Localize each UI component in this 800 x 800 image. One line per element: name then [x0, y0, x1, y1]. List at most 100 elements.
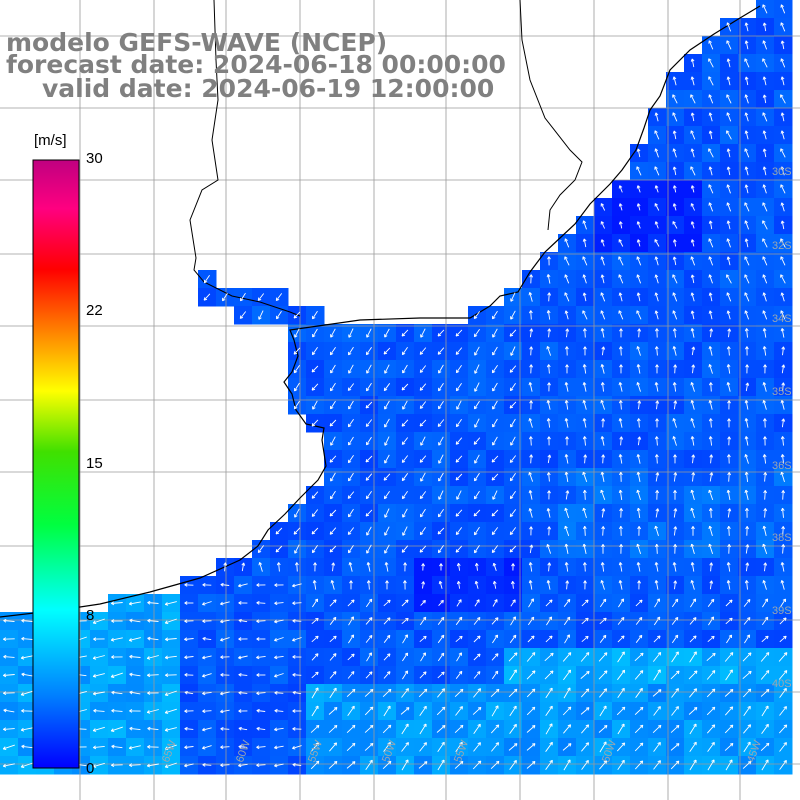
wind-arrow: [312, 580, 317, 590]
wind-arrow: [346, 742, 356, 752]
wind-arrow: [330, 472, 336, 482]
wind-arrow: [726, 238, 731, 248]
wind-arrow: [294, 328, 300, 338]
colorbar-unit: [m/s]: [34, 132, 67, 149]
colorbar-tick-8: 8: [86, 607, 95, 624]
wind-arrow: [671, 688, 679, 698]
wind-arrow: [21, 709, 33, 713]
wind-arrow: [708, 76, 714, 86]
wind-arrow: [761, 616, 769, 626]
wind-arrow: [636, 185, 641, 193]
wind-arrow: [366, 364, 372, 374]
wind-arrow: [547, 382, 551, 392]
wind-arrow: [744, 148, 750, 158]
wind-arrow: [21, 672, 33, 677]
wind-arrow: [778, 670, 788, 680]
wind-arrow: [438, 364, 444, 374]
wind-arrow: [762, 76, 767, 86]
wind-arrow: [689, 688, 698, 698]
wind-arrow: [202, 691, 212, 696]
colorbar-tick-22: 22: [86, 302, 103, 319]
wind-arrow: [384, 418, 390, 428]
wind-arrow: [726, 58, 731, 68]
wind-arrow: [256, 600, 266, 605]
wind-arrow: [690, 203, 696, 211]
wind-arrow: [762, 274, 768, 284]
wind-arrow: [294, 544, 300, 554]
wind-arrow: [383, 634, 391, 643]
wind-arrow: [438, 490, 444, 500]
wind-arrow: [763, 364, 767, 374]
wind-arrow: [562, 706, 572, 716]
wind-arrow: [760, 689, 770, 697]
wind-arrow: [726, 76, 731, 86]
wind-arrow: [366, 562, 371, 572]
wind-arrow: [436, 725, 446, 733]
wind-arrow: [128, 637, 141, 642]
wind-arrow: [690, 221, 695, 229]
wind-arrow: [384, 562, 389, 572]
wind-arrow: [437, 688, 446, 698]
wind-arrow: [691, 472, 696, 482]
wind-arrow: [781, 490, 786, 500]
wind-arrow: [636, 562, 641, 572]
wind-arrow: [473, 653, 481, 661]
wind-arrow: [491, 705, 499, 717]
wind-arrow: [438, 472, 444, 482]
wind-arrow: [329, 671, 337, 679]
wind-arrow: [547, 490, 551, 500]
wind-arrow: [164, 618, 177, 625]
wind-arrow: [545, 705, 553, 717]
wind-arrow: [509, 527, 517, 536]
wind-arrow: [652, 689, 662, 697]
wind-arrow: [223, 562, 228, 572]
wind-arrow: [762, 346, 767, 356]
wind-arrow: [421, 563, 425, 571]
wind-arrow: [438, 454, 444, 464]
wind-arrow: [529, 274, 533, 284]
wind-arrow: [526, 670, 536, 680]
wind-arrow: [256, 619, 266, 624]
wind-arrow: [708, 543, 714, 555]
wind-arrow: [311, 635, 319, 643]
wind-arrow: [509, 365, 517, 373]
wind-arrow: [129, 763, 141, 768]
wind-arrow: [528, 598, 534, 608]
wind-arrow: [744, 112, 749, 122]
wind-arrow: [655, 508, 660, 518]
lat-label: 39S: [772, 605, 792, 617]
wind-arrow: [673, 580, 678, 590]
wind-arrow: [726, 40, 732, 50]
wind-arrow: [184, 583, 194, 587]
wind-arrow: [21, 744, 33, 749]
wind-arrow: [670, 760, 680, 770]
wind-arrow: [402, 364, 408, 374]
wind-arrow: [492, 418, 498, 428]
wind-arrow: [491, 509, 499, 517]
wind-arrow: [274, 673, 284, 678]
wind-arrow: [762, 238, 768, 248]
wind-arrow: [348, 436, 354, 446]
wind-arrow: [110, 672, 123, 678]
wind-arrow: [274, 655, 284, 660]
wind-arrow: [565, 580, 570, 590]
wind-arrow: [491, 545, 499, 554]
wind-arrow: [529, 454, 534, 464]
wind-arrow: [311, 509, 319, 517]
wind-arrow: [581, 742, 590, 752]
wind-arrow: [111, 763, 123, 767]
wind-arrow: [762, 400, 767, 410]
lat-label: 35S: [772, 386, 792, 398]
wind-arrow: [456, 581, 461, 589]
wind-arrow: [3, 673, 15, 678]
wind-arrow: [745, 364, 749, 374]
wind-arrow: [653, 669, 661, 681]
wind-arrow: [401, 473, 409, 482]
wind-arrow: [526, 652, 536, 662]
wind-arrow: [690, 58, 695, 68]
wind-arrow: [781, 364, 786, 374]
wind-arrow: [420, 599, 426, 606]
wind-arrow: [762, 382, 767, 392]
wind-arrow: [760, 670, 770, 680]
wind-arrow: [708, 112, 713, 122]
